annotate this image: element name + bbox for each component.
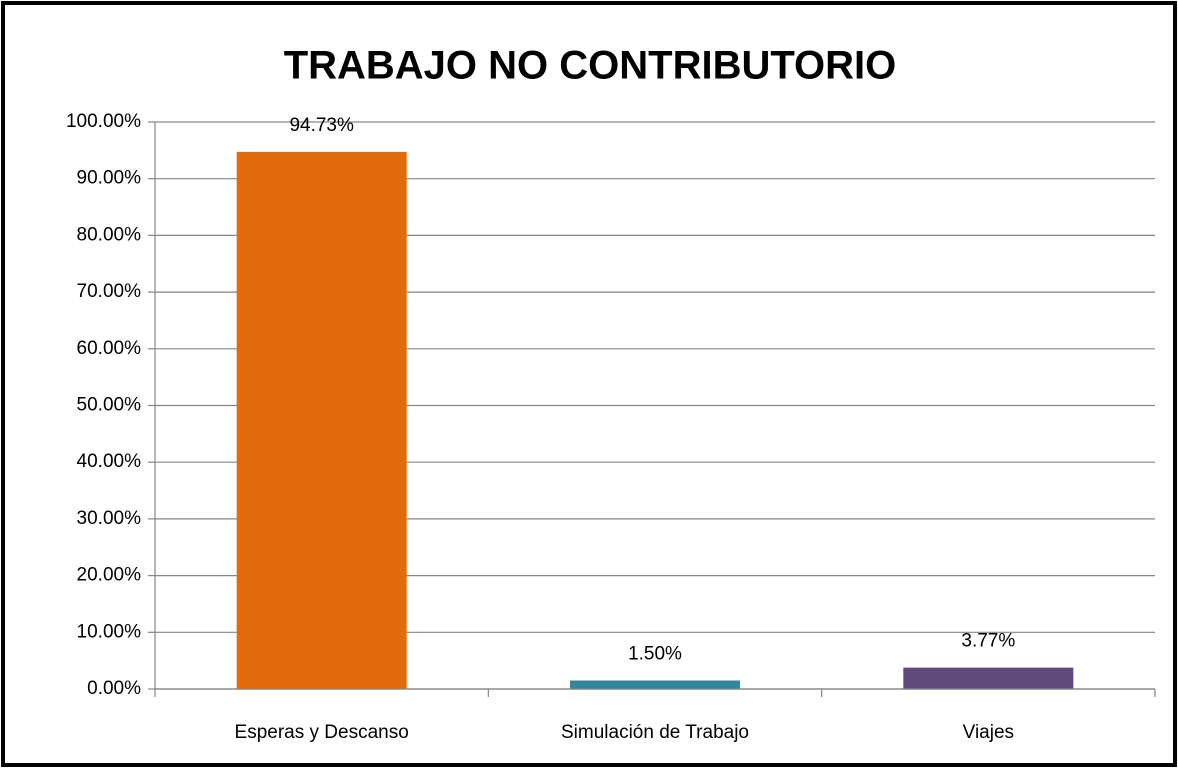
y-tick-label: 0.00% [87, 678, 141, 699]
data-label: 3.77% [961, 631, 1015, 652]
x-tick-label: Viajes [963, 722, 1014, 743]
y-tick-label: 10.00% [77, 621, 142, 642]
y-tick-label: 30.00% [77, 508, 142, 529]
data-label: 1.50% [628, 644, 682, 665]
y-tick-label: 50.00% [77, 395, 142, 416]
y-tick-label: 70.00% [77, 281, 142, 302]
x-tick-label: Simulación de Trabajo [561, 722, 749, 743]
y-tick-label: 80.00% [77, 224, 142, 245]
y-tick-label: 40.00% [77, 451, 142, 472]
y-tick-label: 20.00% [77, 565, 142, 586]
y-tick-label: 60.00% [77, 338, 142, 359]
y-tick-label: 100.00% [66, 111, 141, 132]
y-tick-label: 90.00% [77, 168, 142, 189]
x-tick-label: Esperas y Descanso [235, 722, 409, 743]
bar [570, 680, 740, 689]
chart-title: TRABAJO NO CONTRIBUTORIO [284, 44, 897, 88]
bar [236, 151, 407, 689]
data-label: 94.73% [289, 115, 354, 136]
bar [903, 667, 1074, 689]
